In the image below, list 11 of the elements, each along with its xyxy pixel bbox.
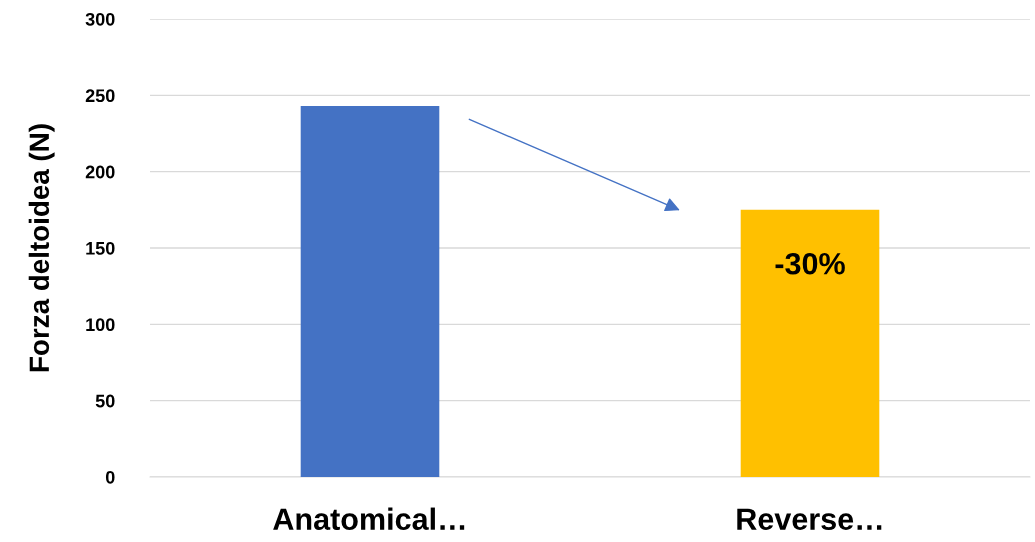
y-tick-label: 150 <box>86 241 115 255</box>
x-tick-label: Reverse… <box>737 508 882 530</box>
y-tick-label: 200 <box>85 165 115 179</box>
y-tick-label: 50 <box>95 394 115 408</box>
y-tick-label: 250 <box>85 89 115 103</box>
x-tick-label: Anatomical… <box>273 507 465 530</box>
y-tick-label: 300 <box>85 12 115 26</box>
annotation: -30% <box>775 252 845 275</box>
y-axis-title: Forza deltoidea (N) <box>28 124 55 372</box>
y-tick-label: 0 <box>105 470 115 484</box>
y-tick-label: 100 <box>86 318 115 332</box>
